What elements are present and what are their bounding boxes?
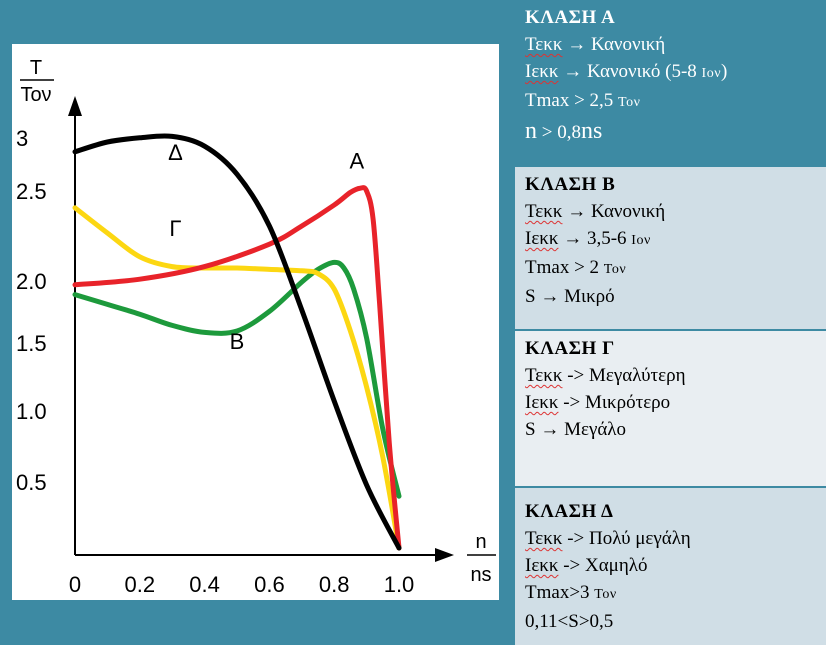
y-tick-label-5: 3 — [16, 126, 28, 151]
class-d-panel: ΚΛΑΣΗ Δ Τεκκ -> Πολύ μεγάλη Ιεκκ -> Χαμη… — [515, 488, 826, 645]
curves — [72, 133, 402, 551]
x-axis-label-top: n — [475, 531, 486, 553]
x-axis-label-bottom: ns — [470, 564, 491, 586]
y-tick-label-3: 2.0 — [16, 269, 47, 294]
x-tick-label-1: 0.2 — [125, 572, 156, 597]
y-tick-label-1: 1.0 — [16, 399, 47, 424]
curve-label-0: Δ — [168, 140, 183, 165]
class-d-line-2: Ιεκκ -> Χαμηλό — [525, 555, 648, 576]
y-tick-label-4: 2.5 — [16, 179, 47, 204]
class-c-line-1: Τεκκ -> Μεγαλύτερη — [525, 365, 686, 386]
class-c-panel: ΚΛΑΣΗ Γ Τεκκ -> Μεγαλύτερη Ιεκκ -> Μικρό… — [515, 331, 826, 486]
class-c-title: ΚΛΑΣΗ Γ — [525, 338, 615, 359]
class-a-line-4: n > 0,8ns — [525, 118, 603, 144]
series-line-b — [72, 259, 402, 499]
class-d-line-3: Tmax>3 Τον — [525, 582, 617, 603]
curve-label-2: Γ — [169, 216, 181, 241]
class-c-line-3: S → Μεγάλο — [525, 419, 627, 440]
class-c-line-2: Ιεκκ -> Μικρότερο — [525, 392, 671, 413]
class-a-line-2: Ιεκκ → Κανονικό (5-8 Ιον) — [525, 61, 728, 82]
class-b-line-3: Tmax > 2 Τον — [525, 257, 627, 278]
y-axis-label-top: T — [30, 57, 42, 79]
class-b-panel: ΚΛΑΣΗ Β Τεκκ → Κανονική Ιεκκ → 3,5-6 Ιον… — [515, 167, 826, 329]
chart-panel: T Toν n ns 0.5 1.0 1.5 2.0 2.5 3 0 0.2 0.4 0.6 0.8 1.0 … — [12, 44, 499, 600]
class-b-line-2: Ιεκκ → 3,5-6 Ιον — [525, 228, 651, 249]
y-tick-label-0: 0.5 — [16, 470, 47, 495]
class-a-line-3: Tmax > 2,5 Τον — [525, 90, 641, 111]
class-b-title: ΚΛΑΣΗ Β — [525, 174, 616, 195]
x-tick-label-3: 0.6 — [254, 572, 285, 597]
x-tick-label-5: 1.0 — [384, 572, 415, 597]
curve-label-1: A — [350, 149, 365, 174]
x-tick-label-4: 0.8 — [319, 572, 350, 597]
series-line-delta — [72, 133, 402, 551]
class-b-line-1: Τεκκ → Κανονική — [525, 201, 666, 222]
class-a-title: ΚΛΑΣΗ Α — [525, 7, 616, 28]
y-tick-label-2: 1.5 — [16, 331, 47, 356]
x-axis-arrow — [435, 548, 454, 562]
class-d-title: ΚΛΑΣΗ Δ — [525, 501, 614, 522]
labels: Δ A Γ B — [168, 140, 364, 354]
class-d-line-4: 0,11<S>0,5 — [525, 611, 614, 632]
x-tick-label-2: 0.4 — [189, 572, 220, 597]
series-line-a — [72, 185, 402, 551]
curve-label-3: B — [230, 329, 245, 354]
class-b-line-4: S → Μικρό — [525, 286, 615, 307]
axes: T Toν n ns 0.5 1.0 1.5 2.0 2.5 3 0 0.2 0.4 0.6 0.8 1.0 — [16, 57, 496, 597]
x-tick-label-0: 0 — [69, 572, 81, 597]
y-axis-label-bottom: Toν — [20, 84, 51, 106]
class-a-line-1: Τεκκ → Κανονική — [525, 34, 666, 55]
series-line-gamma — [72, 205, 402, 551]
class-a-panel: ΚΛΑΣΗ Α Τεκκ → Κανονική Ιεκκ → Κανονικό … — [515, 0, 826, 162]
class-d-line-1: Τεκκ -> Πολύ μεγάλη — [525, 528, 691, 549]
y-axis-arrow — [68, 96, 82, 116]
